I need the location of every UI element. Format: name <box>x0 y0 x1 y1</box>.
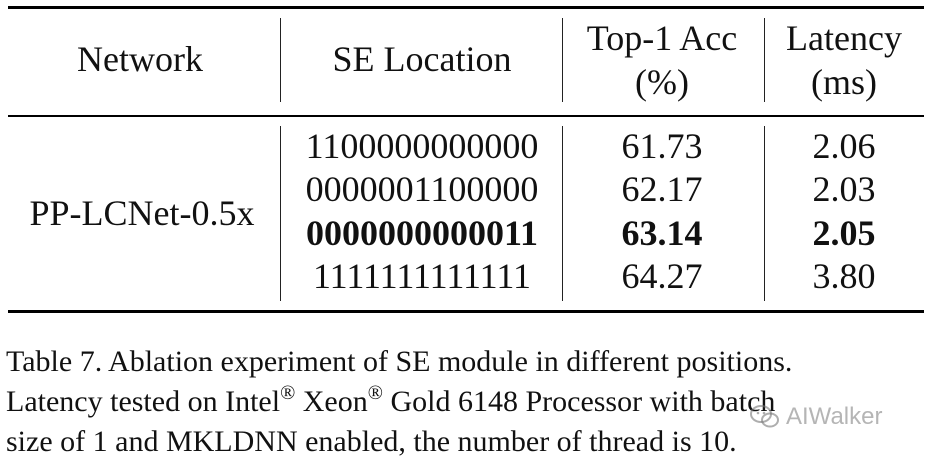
top1-cell: 62.17 <box>621 169 703 209</box>
header-top1-line1: Top-1 Acc <box>586 18 738 58</box>
caption-text: Gold 6148 Processor with batch <box>382 385 776 418</box>
wechat-icon <box>750 404 780 430</box>
header-latency-line2: (ms) <box>811 62 877 102</box>
table-header-rule <box>8 115 924 117</box>
header-divider-2 <box>562 18 563 102</box>
top1-cell: 64.27 <box>621 256 703 296</box>
caption-line-2: Latency tested on Intel® Xeon® Gold 6148… <box>6 382 906 422</box>
registered-symbol: ® <box>367 382 383 404</box>
se-location-cell: 1100000000000 <box>305 126 539 166</box>
top1-cell: 61.73 <box>621 126 703 166</box>
header-se-location: SE Location <box>332 39 512 79</box>
header-network: Network <box>77 39 203 79</box>
se-location-cell: 1111111111111 <box>313 256 531 296</box>
registered-symbol: ® <box>280 382 296 404</box>
top1-cell: 63.14 <box>621 213 703 253</box>
table-bottom-rule <box>8 310 924 313</box>
watermark: AIWalker <box>750 403 882 431</box>
header-latency-line1: Latency <box>786 18 902 58</box>
latency-cell: 3.80 <box>812 256 876 296</box>
caption-text: Latency tested on Intel <box>6 385 281 418</box>
body-divider-1 <box>280 126 281 301</box>
caption-line-1: Table 7. Ablation experiment of SE modul… <box>6 345 793 378</box>
latency-cell: 2.06 <box>812 126 876 166</box>
header-divider-1 <box>280 18 281 102</box>
table-top-rule <box>8 6 924 9</box>
caption-line-3: size of 1 and MKLDNN enabled, the number… <box>6 425 737 458</box>
header-divider-3 <box>764 18 765 102</box>
network-name: PP-LCNet-0.5x <box>29 193 255 233</box>
caption-text: Xeon <box>295 385 368 418</box>
watermark-text: AIWalker <box>786 403 883 430</box>
latency-cell: 2.05 <box>812 213 876 253</box>
latency-cell: 2.03 <box>812 169 876 209</box>
header-top1-line2: (%) <box>635 62 689 102</box>
se-location-cell: 0000001100000 <box>305 169 539 209</box>
body-divider-3 <box>764 126 765 301</box>
table-caption: Table 7. Ablation experiment of SE modul… <box>6 342 906 462</box>
body-divider-2 <box>562 126 563 301</box>
se-location-cell: 0000000000011 <box>305 213 538 253</box>
